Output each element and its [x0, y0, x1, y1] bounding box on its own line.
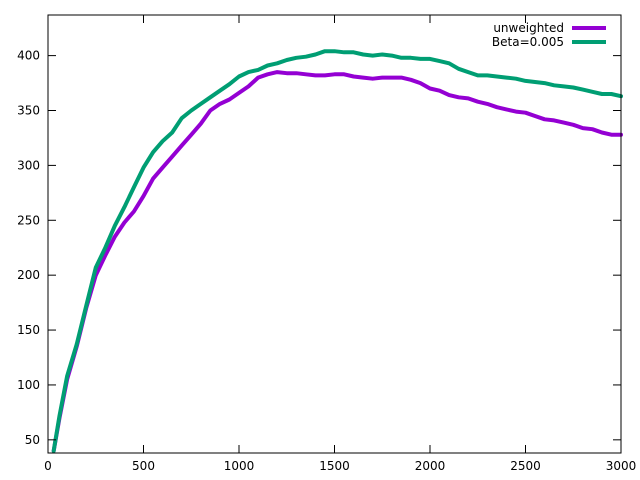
y-tick-label: 400 — [17, 49, 40, 63]
legend-label-unweighted: unweighted — [493, 21, 564, 35]
series-line-1 — [51, 49, 623, 453]
x-tick-label: 1000 — [224, 459, 255, 473]
x-tick-label: 2500 — [510, 459, 541, 473]
legend-label-beta: Beta=0.005 — [492, 35, 564, 49]
y-tick-label: 100 — [17, 378, 40, 392]
y-tick-label: 300 — [17, 158, 40, 172]
series-line-0 — [51, 70, 623, 453]
y-tick-label: 50 — [25, 433, 40, 447]
y-tick-label: 250 — [17, 213, 40, 227]
tick-labels-layer: 0 500 1000 1500 2000 2500 3000 50 100 150 200 250 30… — [17, 49, 636, 473]
plot-frame — [47, 14, 622, 454]
y-tick-label: 350 — [17, 104, 40, 118]
x-tick-label: 3000 — [606, 459, 637, 473]
series-layer — [51, 49, 623, 453]
legend: unweighted Beta=0.005 — [492, 21, 606, 49]
y-tick-label: 150 — [17, 323, 40, 337]
x-tick-label: 2000 — [415, 459, 446, 473]
y-tick-label: 200 — [17, 268, 40, 282]
x-tick-label: 0 — [44, 459, 52, 473]
x-tick-label: 1500 — [319, 459, 350, 473]
x-tick-label: 500 — [132, 459, 155, 473]
